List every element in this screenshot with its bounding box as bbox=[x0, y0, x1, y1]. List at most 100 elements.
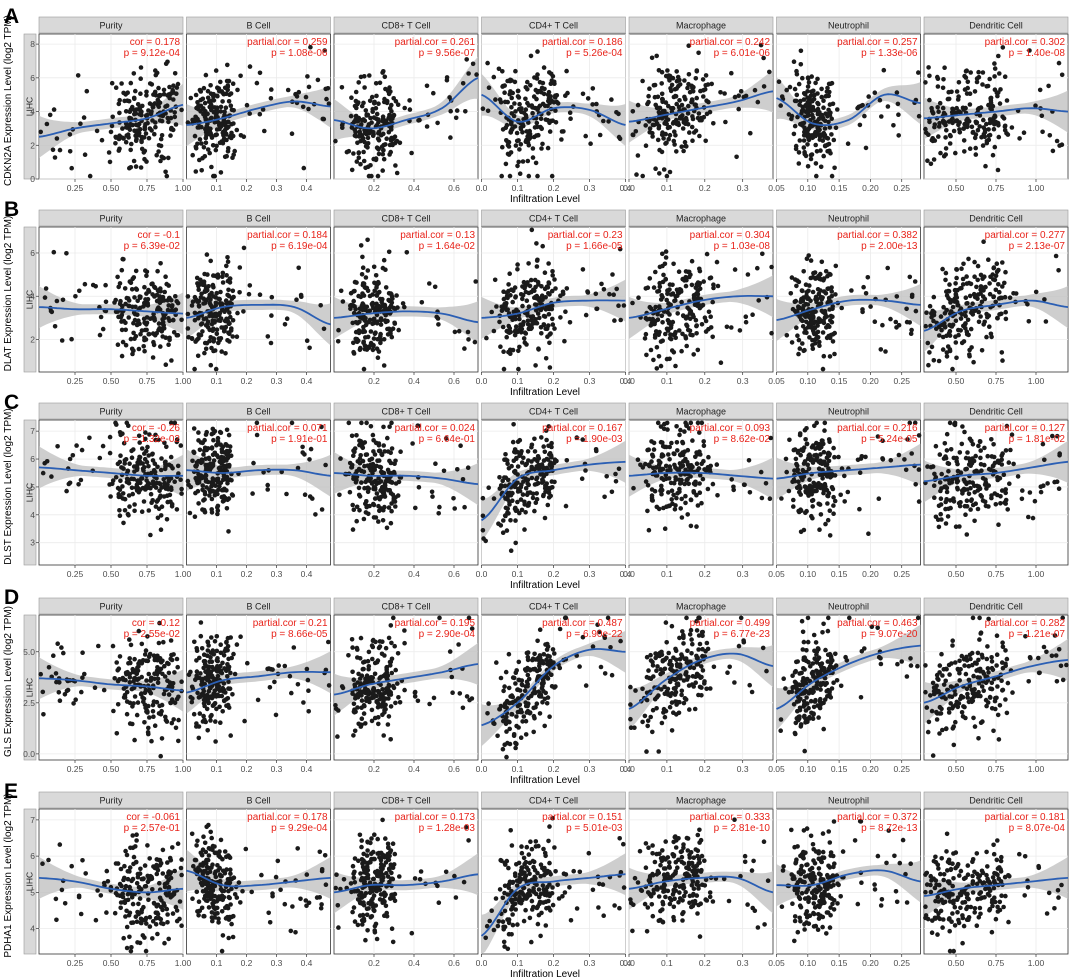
data-point bbox=[381, 148, 386, 153]
data-point bbox=[947, 322, 952, 328]
data-point bbox=[517, 147, 522, 152]
data-point bbox=[135, 298, 140, 304]
data-point bbox=[139, 146, 145, 152]
data-point bbox=[532, 449, 538, 454]
data-point bbox=[161, 155, 167, 161]
x-tick-label: 0.10 bbox=[800, 569, 817, 579]
data-point bbox=[502, 457, 507, 463]
data-point bbox=[695, 347, 701, 353]
data-point bbox=[149, 109, 154, 114]
data-point bbox=[294, 94, 300, 99]
x-tick-label: 0.15 bbox=[831, 183, 848, 193]
data-point bbox=[694, 331, 699, 336]
data-point bbox=[659, 81, 664, 86]
data-point bbox=[935, 76, 941, 81]
data-point bbox=[661, 136, 666, 141]
data-point bbox=[553, 120, 559, 125]
data-point bbox=[761, 55, 766, 61]
data-point bbox=[736, 93, 741, 98]
data-point bbox=[694, 69, 700, 74]
x-tick-label: 0.50 bbox=[103, 376, 120, 386]
data-point bbox=[159, 504, 165, 510]
data-point bbox=[364, 285, 370, 291]
data-point bbox=[820, 476, 825, 481]
data-point bbox=[646, 527, 652, 533]
data-point bbox=[821, 320, 827, 326]
data-point bbox=[737, 328, 743, 333]
data-point bbox=[127, 123, 133, 128]
data-point bbox=[826, 107, 831, 113]
data-point bbox=[362, 85, 367, 90]
data-point bbox=[701, 94, 706, 99]
data-point bbox=[601, 287, 607, 292]
x-tick-label: 0.2 bbox=[548, 569, 560, 579]
data-point bbox=[387, 458, 392, 464]
data-point bbox=[395, 102, 401, 107]
x-tick-label: 1.00 bbox=[175, 376, 192, 386]
data-point bbox=[822, 428, 827, 433]
data-point bbox=[550, 269, 555, 274]
data-point bbox=[804, 319, 809, 325]
data-point bbox=[796, 81, 802, 87]
data-point bbox=[125, 132, 131, 137]
data-point bbox=[711, 282, 716, 288]
data-point bbox=[502, 99, 508, 105]
data-point bbox=[796, 484, 802, 490]
data-point bbox=[313, 512, 318, 517]
data-point bbox=[938, 314, 944, 319]
x-tick-label: 0.75 bbox=[988, 376, 1005, 386]
data-point bbox=[247, 111, 252, 116]
data-point bbox=[701, 458, 706, 464]
data-point bbox=[1000, 260, 1005, 265]
data-point bbox=[679, 496, 684, 502]
data-point bbox=[172, 114, 178, 120]
data-point bbox=[954, 275, 959, 281]
data-point bbox=[77, 288, 82, 294]
data-point bbox=[384, 525, 390, 531]
data-point bbox=[868, 304, 873, 309]
x-tick-label: 1.00 bbox=[175, 569, 192, 579]
data-point bbox=[198, 322, 204, 327]
data-point bbox=[433, 461, 438, 467]
data-point bbox=[672, 87, 678, 92]
data-point bbox=[117, 146, 122, 152]
data-point bbox=[681, 120, 687, 125]
data-point bbox=[515, 439, 521, 445]
data-point bbox=[687, 89, 693, 95]
x-tick-label: 0.20 bbox=[862, 569, 879, 579]
data-point bbox=[368, 329, 374, 334]
data-point bbox=[693, 482, 698, 487]
data-point bbox=[647, 86, 652, 91]
data-point bbox=[642, 336, 648, 341]
data-point bbox=[931, 358, 937, 363]
y-tick-label: 8 bbox=[30, 39, 35, 49]
data-point bbox=[691, 84, 696, 90]
x-tick-label: 0.3 bbox=[271, 376, 283, 386]
data-point bbox=[455, 467, 460, 472]
data-point bbox=[128, 107, 134, 112]
data-point bbox=[992, 144, 998, 150]
data-point bbox=[688, 497, 694, 503]
data-point bbox=[208, 335, 213, 340]
x-axis-title: Infiltration Level bbox=[510, 194, 580, 205]
data-point bbox=[791, 504, 796, 509]
data-point bbox=[666, 452, 671, 457]
data-point bbox=[616, 303, 621, 309]
data-point bbox=[830, 306, 835, 312]
data-point bbox=[162, 484, 168, 489]
data-point bbox=[818, 164, 824, 170]
data-point bbox=[505, 477, 511, 483]
data-point bbox=[986, 137, 992, 143]
data-point bbox=[652, 488, 658, 494]
data-point bbox=[536, 296, 542, 301]
data-point bbox=[807, 335, 812, 340]
data-point bbox=[375, 458, 380, 464]
facet-title: Dendritic Cell bbox=[969, 214, 1023, 224]
data-point bbox=[746, 458, 752, 463]
data-point bbox=[580, 91, 586, 97]
x-tick-label: 1.00 bbox=[175, 183, 192, 193]
data-point bbox=[386, 476, 392, 482]
data-point bbox=[593, 291, 599, 297]
data-point bbox=[359, 103, 365, 109]
data-point bbox=[929, 315, 934, 320]
